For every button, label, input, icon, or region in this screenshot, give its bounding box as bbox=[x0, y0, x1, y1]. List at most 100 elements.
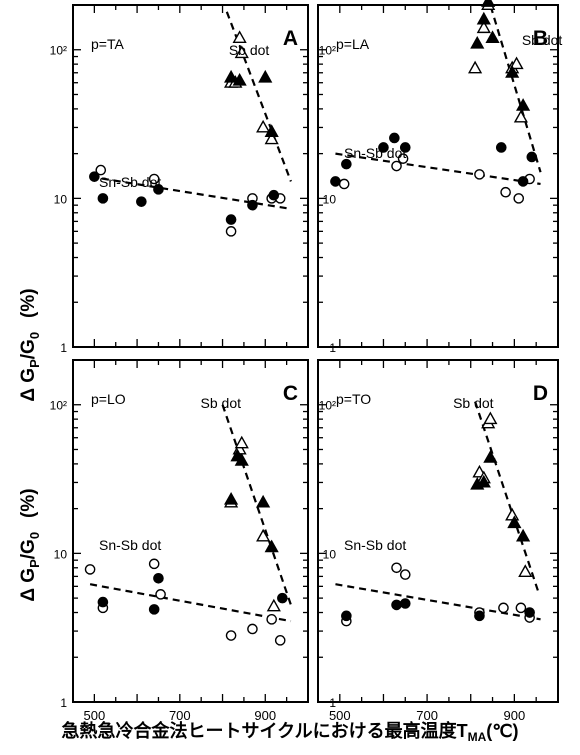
point-triangle-open bbox=[256, 119, 271, 133]
point-circle-open bbox=[391, 160, 402, 172]
point-triangle-filled bbox=[505, 65, 520, 78]
trend-line-sb bbox=[487, 0, 542, 173]
series-label: Sb dot bbox=[229, 42, 270, 58]
panel-condition-label: p=LA bbox=[336, 36, 370, 52]
point-circle-filled bbox=[97, 193, 109, 204]
point-circle-filled bbox=[136, 196, 147, 207]
point-circle-filled bbox=[225, 214, 237, 225]
point-triangle-filled bbox=[470, 35, 485, 49]
point-triangle-open bbox=[256, 528, 271, 542]
point-triangle-filled bbox=[476, 11, 491, 25]
point-circle-open bbox=[148, 558, 160, 570]
point-triangle-filled bbox=[476, 474, 491, 488]
point-circle-open bbox=[498, 602, 509, 614]
point-circle-filled bbox=[474, 610, 485, 622]
point-circle-filled bbox=[341, 158, 352, 170]
trend-line-sn-sb bbox=[89, 583, 292, 623]
panel-condition-label: p=LO bbox=[91, 391, 126, 407]
panel-a: p=TA A Sn-Sb dot Sb dot bbox=[72, 4, 309, 348]
series-sn-sb-dot: Sn-Sb dot bbox=[330, 132, 541, 204]
series-label: Sn-Sb dot bbox=[344, 145, 406, 161]
series-label: Sn-Sb dot bbox=[99, 537, 161, 553]
x-axis-label-sub: MA bbox=[468, 730, 487, 744]
y-axis-label-sub-p-lower: P bbox=[27, 559, 42, 568]
point-triangle-filled bbox=[224, 491, 239, 505]
point-circle-filled bbox=[247, 199, 258, 211]
axis-tick-labels: 1 10 10² 1 10 10² 1 10 10² 1 10 10² 500 700 900 500 700 9… bbox=[50, 44, 526, 723]
y-tick-label-inner: 10 bbox=[323, 192, 337, 206]
point-triangle-filled bbox=[507, 515, 522, 529]
y-axis-label-rest: /G bbox=[18, 339, 39, 359]
y-tick-label: 10 bbox=[54, 192, 68, 206]
point-circle-open bbox=[274, 635, 286, 646]
point-triangle-filled bbox=[485, 30, 500, 44]
point-circle-filled bbox=[153, 184, 164, 195]
point-triangle-filled bbox=[481, 0, 496, 7]
panel-condition-label: p=TO bbox=[336, 391, 371, 407]
y-tick-label: 10 bbox=[54, 547, 68, 561]
point-circle-open bbox=[338, 178, 350, 190]
point-triangle-filled bbox=[256, 494, 271, 508]
point-triangle-open bbox=[266, 598, 281, 612]
panel-letter: A bbox=[283, 27, 298, 50]
point-triangle-open bbox=[505, 507, 520, 521]
point-circle-open bbox=[225, 630, 237, 641]
point-circle-filled bbox=[517, 176, 529, 187]
series-label: Sb dot bbox=[453, 395, 494, 411]
y-tick-label: 10² bbox=[50, 399, 67, 413]
series-sb-dot: Sb dot bbox=[453, 395, 540, 593]
point-triangle-open bbox=[232, 30, 247, 44]
x-axis-label-unit: (℃) bbox=[486, 721, 518, 741]
point-circle-filled bbox=[148, 604, 160, 615]
point-circle-filled bbox=[524, 607, 535, 618]
panel-condition-label: p=TA bbox=[91, 36, 124, 52]
point-circle-filled bbox=[399, 142, 411, 153]
point-triangle-filled bbox=[224, 69, 239, 83]
point-circle-open bbox=[399, 569, 411, 580]
series-label: Sb dot bbox=[522, 32, 563, 48]
point-circle-filled bbox=[277, 592, 288, 604]
point-circle-open bbox=[266, 614, 277, 625]
panel-b: p=LA B Sn-Sb dot Sb dot bbox=[317, 0, 563, 348]
x-tick-label: 700 bbox=[416, 708, 438, 723]
point-circle-open bbox=[225, 226, 237, 237]
point-circle-filled bbox=[97, 596, 109, 608]
panel-frame bbox=[317, 4, 559, 348]
panel-c: p=LO C Sn-Sb dot Sb dot bbox=[72, 359, 309, 703]
point-circle-filled bbox=[341, 610, 352, 622]
y-tick-label-inner: 10 bbox=[323, 547, 337, 561]
panel-letter: D bbox=[533, 382, 548, 405]
x-axis-label-main: 急熱急冷合金法ヒートサイクルにおける最高温度T bbox=[62, 720, 468, 741]
point-circle-open bbox=[397, 153, 409, 164]
point-triangle-filled bbox=[232, 72, 247, 86]
point-triangle-open bbox=[264, 131, 279, 145]
panels: p=TA A Sn-Sb dot Sb dot p=LA B Sn-Sb dot Sb dot… bbox=[72, 0, 563, 703]
x-tick-label: 700 bbox=[169, 708, 191, 723]
y-axis-label-text-lower: Δ GP/G0 (%) bbox=[18, 488, 42, 601]
point-circle-open bbox=[84, 564, 96, 575]
point-triangle-filled bbox=[483, 450, 498, 463]
point-circle-open bbox=[247, 623, 258, 635]
panel-letter: B bbox=[533, 27, 548, 50]
y-tick-label-inner: 10² bbox=[319, 399, 336, 413]
point-triangle-open bbox=[476, 20, 491, 34]
y-axis-label-main: Δ G bbox=[18, 368, 39, 402]
point-circle-open bbox=[515, 602, 527, 614]
series-sn-sb-dot: Sn-Sb dot bbox=[89, 164, 292, 237]
y-tick-label: 1 bbox=[60, 341, 67, 355]
point-triangle-filled bbox=[516, 98, 531, 111]
panel-letter: C bbox=[283, 382, 298, 405]
y-tick-label-inner: 1 bbox=[329, 341, 336, 355]
trend-line-sn-sb bbox=[335, 583, 541, 621]
panel-frame bbox=[317, 359, 559, 703]
y-axis-label-rest-lower: /G bbox=[18, 539, 39, 559]
point-circle-filled bbox=[153, 572, 164, 584]
point-triangle-open bbox=[509, 56, 524, 70]
point-triangle-filled bbox=[264, 124, 279, 137]
x-tick-label: 900 bbox=[504, 708, 526, 723]
trend-line-sb bbox=[474, 401, 540, 593]
point-circle-open bbox=[474, 169, 485, 180]
y-tick-label-inner: 1 bbox=[329, 696, 336, 710]
point-circle-open bbox=[513, 193, 525, 204]
